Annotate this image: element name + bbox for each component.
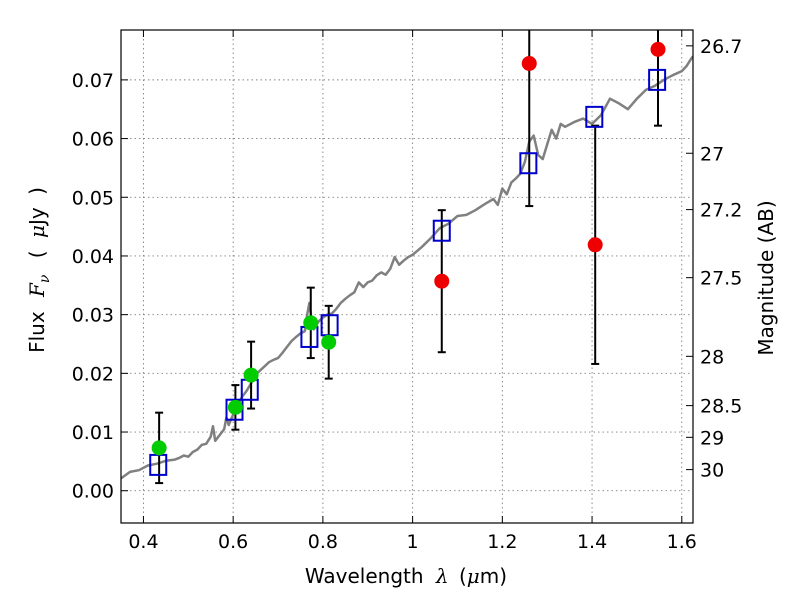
y-axis-label: Flux Fν ( μJy ) (25, 187, 54, 353)
y2-tick-label: 27.2 (700, 200, 742, 222)
model-square-point (432, 219, 451, 242)
plot-frame (120, 29, 694, 524)
measured-circle-point (650, 41, 666, 57)
y-tick-label: 0.07 (72, 70, 114, 92)
y2-tick-label: 26.7 (700, 36, 742, 58)
y-axis-label-unit-close: ) (25, 187, 49, 195)
x-axis-label-unit-mu: μ (467, 564, 480, 588)
model-square-point (648, 68, 667, 91)
y-tick-label: 0.04 (72, 246, 114, 268)
x-tick-label: 1.6 (667, 531, 697, 553)
measured-circle-point (434, 273, 450, 289)
measured-circle-point (521, 55, 537, 71)
x-tick-label: 1 (407, 531, 419, 553)
axis-ticks: 0.4 0.6 0.8 1 1.2 1.4 1.6 0.00 0.01 0.02 0.03 0.04 0… (72, 30, 742, 553)
x-axis-label-symbol: λ (435, 564, 449, 588)
gridlines (121, 30, 693, 523)
model-square-point (585, 105, 604, 128)
y2-tick-label: 27 (700, 143, 724, 165)
y2-tick-label: 29 (700, 427, 724, 449)
y2-axis-label: Magnitude (AB) (754, 200, 778, 355)
y2-tick-label: 27.5 (700, 268, 742, 290)
y-axis-label-symbol: F (25, 282, 49, 298)
x-tick-label: 0.6 (218, 531, 248, 553)
measured-circle-point (587, 237, 603, 253)
measured-circle-point (151, 440, 167, 456)
y-axis-label-text: Flux (25, 311, 49, 353)
x-tick-label: 0.8 (308, 531, 338, 553)
x-axis-label-unit-open: ( (459, 564, 467, 588)
y-tick-label: 0.05 (72, 187, 114, 209)
x-axis-label-unit-rest: m) (480, 564, 507, 588)
y2-tick-label: 28 (700, 346, 724, 368)
y2-tick-label: 30 (700, 460, 724, 482)
plot-area (121, 30, 693, 485)
y2-tick-label: 28.5 (700, 396, 742, 418)
x-axis-label-text: Wavelength (305, 564, 424, 588)
x-tick-label: 0.4 (128, 531, 158, 553)
y-axis-label-unit-mu: μ (25, 225, 49, 238)
y-axis-label-unit-rest: Jy (25, 207, 49, 227)
x-tick-label: 1.2 (487, 531, 517, 553)
measured-circle-point (243, 367, 259, 383)
x-axis-label: Wavelength λ (μm) (305, 564, 507, 588)
spectrum-line (121, 55, 693, 480)
y-tick-label: 0.03 (72, 305, 114, 327)
y-tick-label: 0.00 (72, 481, 114, 503)
measured-circle-point (303, 315, 319, 331)
y-tick-label: 0.06 (72, 129, 114, 151)
y-tick-label: 0.02 (72, 363, 114, 385)
y-axis-label-subscript: ν (37, 274, 53, 283)
model-square-point (240, 378, 259, 401)
y-axis-label-unit-open: ( (25, 250, 49, 258)
measured-circle-point (321, 334, 337, 350)
y-tick-label: 0.01 (72, 422, 114, 444)
measured-circle-point (227, 399, 243, 415)
x-tick-label: 1.4 (577, 531, 607, 553)
model-square-point (519, 152, 538, 175)
